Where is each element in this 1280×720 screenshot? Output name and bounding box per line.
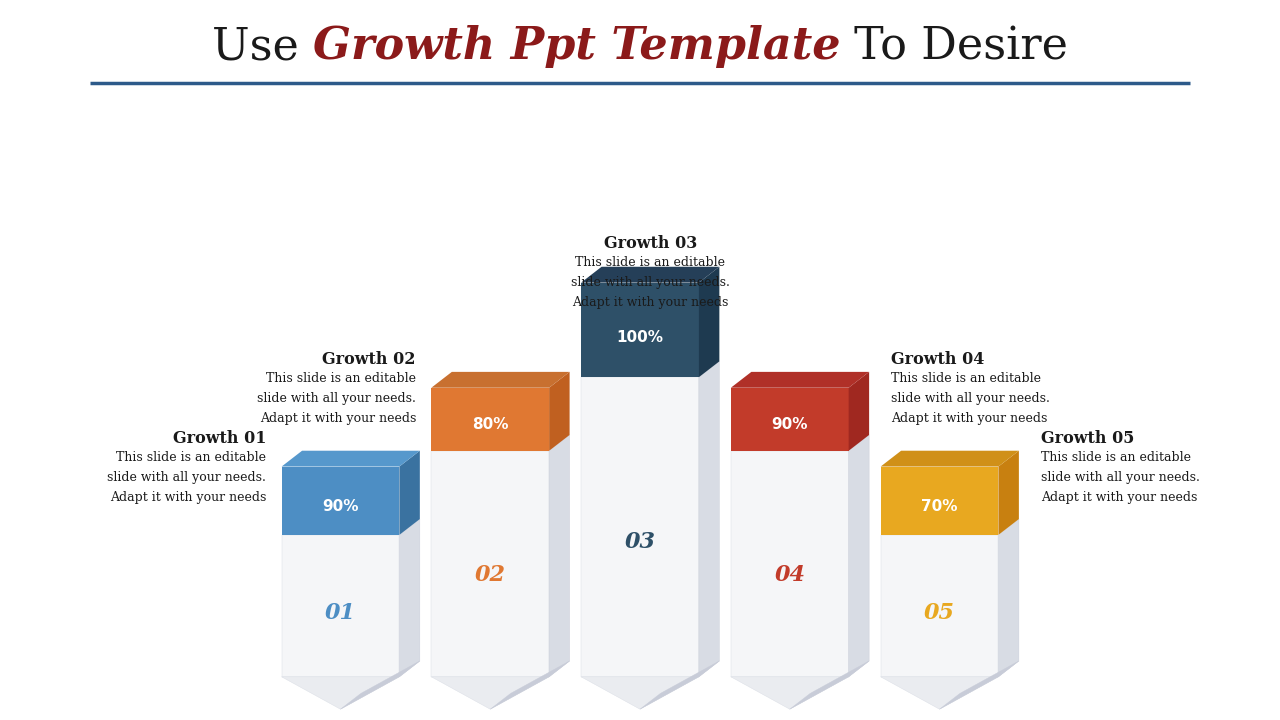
Text: Growth 05: Growth 05: [1041, 430, 1134, 447]
Polygon shape: [282, 535, 399, 677]
Polygon shape: [998, 519, 1019, 677]
Polygon shape: [282, 677, 399, 709]
Polygon shape: [998, 451, 1019, 535]
Text: Growth 01: Growth 01: [173, 430, 266, 447]
Polygon shape: [881, 677, 998, 709]
Text: 80%: 80%: [472, 417, 508, 432]
Text: 05: 05: [924, 602, 955, 624]
Polygon shape: [399, 451, 420, 535]
Polygon shape: [549, 435, 570, 677]
Polygon shape: [282, 451, 420, 467]
Text: Growth 04: Growth 04: [891, 351, 984, 368]
Polygon shape: [581, 377, 699, 677]
Polygon shape: [549, 372, 570, 451]
Polygon shape: [699, 361, 719, 677]
Polygon shape: [731, 387, 849, 451]
Polygon shape: [581, 677, 699, 709]
Text: 100%: 100%: [617, 330, 663, 345]
Text: 04: 04: [774, 564, 805, 586]
Polygon shape: [849, 435, 869, 677]
Text: 03: 03: [625, 531, 655, 553]
Text: 02: 02: [475, 564, 506, 586]
Text: This slide is an editable
slide with all your needs.
Adapt it with your needs: This slide is an editable slide with all…: [257, 372, 416, 425]
Text: Use: Use: [211, 25, 312, 68]
Polygon shape: [431, 372, 570, 387]
Polygon shape: [399, 519, 420, 677]
Polygon shape: [731, 677, 849, 709]
Text: This slide is an editable
slide with all your needs.
Adapt it with your needs: This slide is an editable slide with all…: [891, 372, 1050, 425]
Polygon shape: [581, 282, 699, 377]
Text: This slide is an editable
slide with all your needs.
Adapt it with your needs: This slide is an editable slide with all…: [1041, 451, 1199, 504]
Polygon shape: [581, 267, 719, 282]
Polygon shape: [849, 372, 869, 451]
Polygon shape: [731, 451, 849, 677]
Polygon shape: [282, 467, 399, 535]
Polygon shape: [881, 467, 998, 535]
Polygon shape: [699, 267, 719, 377]
Polygon shape: [490, 661, 570, 709]
Polygon shape: [431, 451, 549, 677]
Text: 90%: 90%: [323, 499, 358, 513]
Polygon shape: [790, 661, 869, 709]
Polygon shape: [881, 535, 998, 677]
Text: 90%: 90%: [772, 417, 808, 432]
Text: 70%: 70%: [922, 499, 957, 513]
Polygon shape: [940, 661, 1019, 709]
Polygon shape: [881, 451, 1019, 467]
Polygon shape: [640, 661, 719, 709]
Text: This slide is an editable
slide with all your needs.
Adapt it with your needs: This slide is an editable slide with all…: [108, 451, 266, 504]
Polygon shape: [431, 677, 549, 709]
Polygon shape: [731, 372, 869, 387]
Text: This slide is an editable
slide with all your needs.
Adapt it with your needs: This slide is an editable slide with all…: [571, 256, 730, 309]
Text: 01: 01: [325, 602, 356, 624]
Polygon shape: [431, 387, 549, 451]
Text: Growth 03: Growth 03: [604, 235, 696, 253]
Polygon shape: [340, 661, 420, 709]
Text: Growth Ppt Template: Growth Ppt Template: [312, 25, 840, 68]
Text: Growth 02: Growth 02: [323, 351, 416, 368]
Text: To Desire: To Desire: [840, 25, 1069, 68]
